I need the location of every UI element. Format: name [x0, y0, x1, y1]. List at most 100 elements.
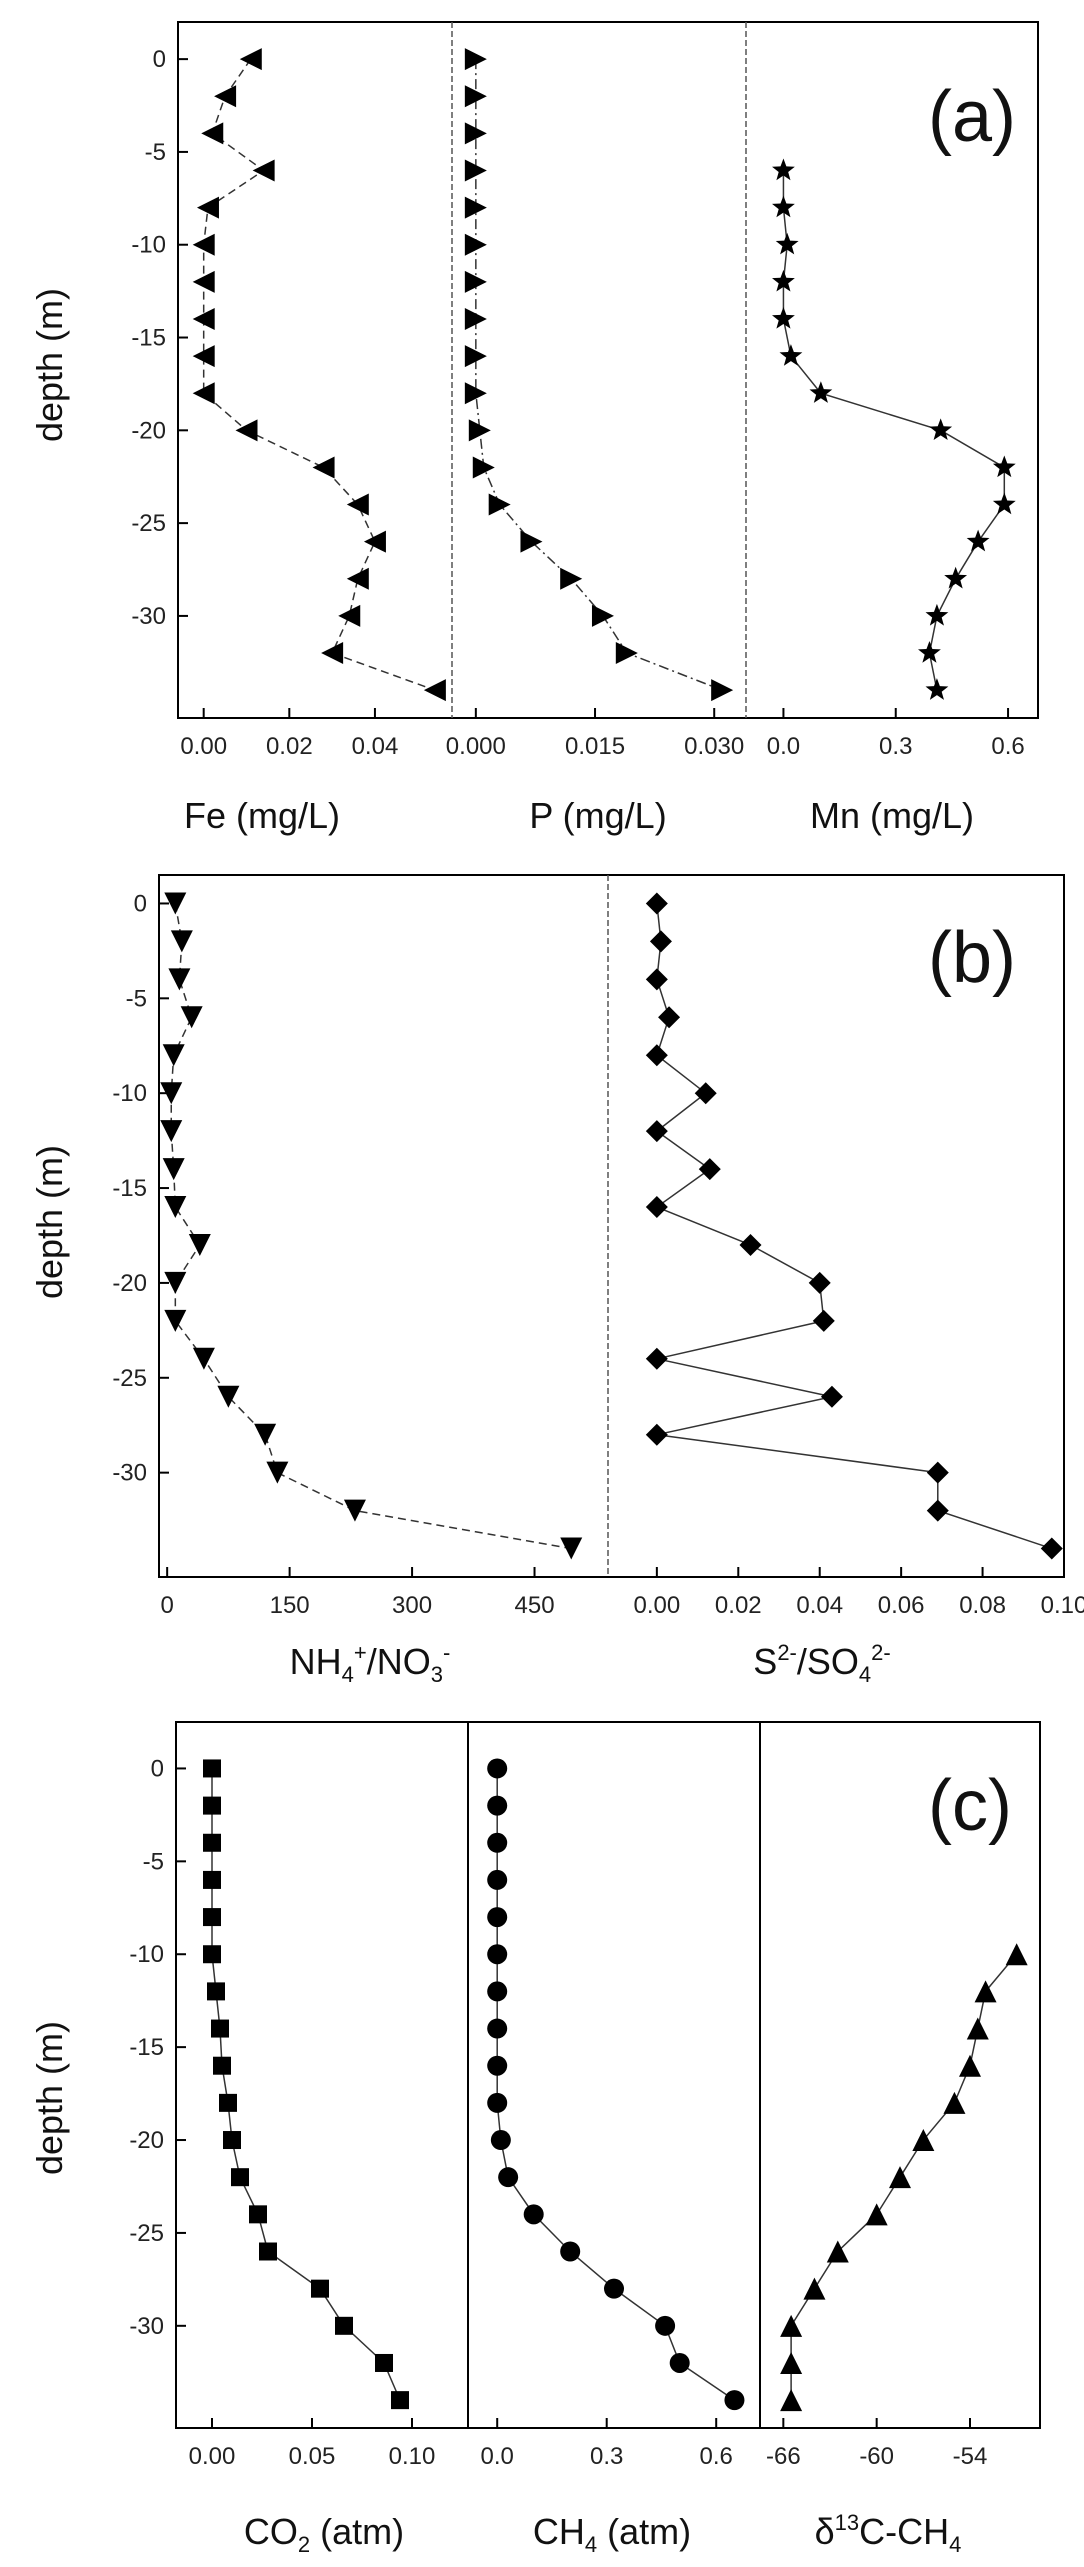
data-point — [487, 2092, 508, 2113]
data-point — [464, 345, 487, 368]
x-tick: 0.06 — [878, 1592, 925, 1619]
data-point — [649, 930, 672, 953]
y-tick: -5 — [145, 139, 166, 166]
x-tick: 0.04 — [352, 733, 399, 760]
data-point — [211, 2019, 229, 2038]
data-point — [391, 2391, 409, 2410]
data-point — [926, 1499, 949, 1522]
x-tick-labels: 0.00 0.05 0.10 0.0 0.3 0.6 -66 -60 -54 — [189, 2443, 988, 2470]
data-point — [192, 382, 215, 405]
y-tick: -5 — [126, 985, 147, 1012]
data-point — [487, 1832, 508, 1853]
data-point — [201, 122, 224, 145]
data-point — [889, 2166, 911, 2189]
data-point — [929, 418, 953, 441]
data-point — [772, 269, 795, 292]
data-point — [231, 2168, 249, 2187]
x-tick: 0.3 — [879, 733, 912, 760]
data-point — [772, 306, 795, 329]
data-point — [464, 85, 487, 108]
x-axis-label-co2: CO2 (atm) — [244, 2511, 404, 2557]
x-tick: 0.000 — [446, 733, 506, 760]
series-line — [170, 903, 572, 1550]
data-point — [203, 1945, 221, 1964]
data-point — [213, 2056, 231, 2075]
data-point — [249, 2205, 267, 2224]
data-point — [780, 2389, 803, 2412]
x-tick: 0.10 — [1041, 1592, 1084, 1619]
x-tick: 0.015 — [565, 733, 625, 760]
data-point — [192, 1347, 215, 1370]
data-point — [464, 122, 487, 145]
x-tick: 0.10 — [389, 2443, 436, 2470]
data-point — [645, 1347, 668, 1370]
y-tick: -25 — [112, 1365, 147, 1392]
data-point — [168, 968, 191, 991]
data-point — [739, 1233, 762, 1256]
data-point — [780, 2351, 803, 2374]
data-point — [487, 1981, 508, 2002]
y-tick: -20 — [129, 2127, 164, 2154]
x-tick: -60 — [859, 2443, 894, 2470]
data-point — [311, 2279, 329, 2298]
panel-label: (a) — [928, 77, 1016, 157]
x-tick: -66 — [766, 2443, 801, 2470]
data-point — [520, 530, 543, 553]
data-point — [164, 1271, 187, 1294]
data-point — [645, 1120, 668, 1143]
series-line — [211, 1768, 401, 2401]
data-point — [808, 1271, 831, 1294]
x-axis-label-nh4-no3: NH4+/NO3- — [290, 1640, 451, 1687]
data-point — [346, 567, 369, 590]
x-tick: -54 — [953, 2443, 988, 2470]
data-point — [925, 678, 949, 700]
data-point — [235, 419, 258, 442]
data-point — [812, 1309, 835, 1332]
data-point — [488, 493, 511, 516]
data-point — [160, 1082, 183, 1105]
data-point — [312, 456, 335, 479]
x-tick: 0.08 — [959, 1592, 1006, 1619]
data-point — [196, 196, 219, 219]
y-tick: -30 — [129, 2313, 164, 2340]
y-tick: -10 — [129, 1941, 164, 1968]
x-tick: 0.6 — [991, 733, 1024, 760]
panel-label: (c) — [928, 1766, 1012, 1846]
data-point — [645, 968, 668, 991]
data-point — [918, 641, 941, 663]
data-point — [487, 1944, 508, 1965]
x-tick: 150 — [270, 1592, 310, 1619]
y-tick: -30 — [112, 1460, 147, 1487]
data-point — [192, 270, 215, 293]
data-point — [252, 159, 275, 182]
data-point — [346, 493, 369, 516]
data-point — [820, 1385, 843, 1408]
data-point — [164, 1309, 187, 1332]
data-point — [223, 2131, 241, 2150]
data-point — [772, 195, 795, 218]
data-point — [321, 642, 344, 665]
data-point — [694, 1082, 717, 1105]
data-point — [487, 2018, 508, 2039]
x-tick: 0.030 — [684, 733, 744, 760]
data-point — [655, 2315, 676, 2336]
data-point — [490, 2130, 511, 2151]
x-tick: 0.04 — [796, 1592, 843, 1619]
data-point — [591, 604, 614, 627]
data-point — [207, 1982, 225, 2001]
data-point — [254, 1423, 277, 1446]
data-point — [239, 48, 262, 71]
data-point — [615, 642, 638, 665]
data-point — [203, 1833, 221, 1852]
x-tick: 0.00 — [633, 1592, 680, 1619]
data-point — [966, 2017, 989, 2040]
data-point — [658, 1006, 681, 1029]
data-point — [162, 1044, 185, 1067]
y-axis-label: depth (m) — [29, 2021, 70, 2175]
data-point — [464, 307, 487, 330]
panel-c: (c) depth (m) 0 -5 -10 -15 -20 -25 -30 0… — [29, 1755, 1012, 2557]
data-point — [487, 1869, 508, 1890]
data-point — [775, 232, 799, 255]
panel-a: (a) depth (m) 0 -5 -10 -15 -20 -25 -30 0… — [29, 46, 1025, 836]
x-tick: 0.00 — [180, 733, 227, 760]
